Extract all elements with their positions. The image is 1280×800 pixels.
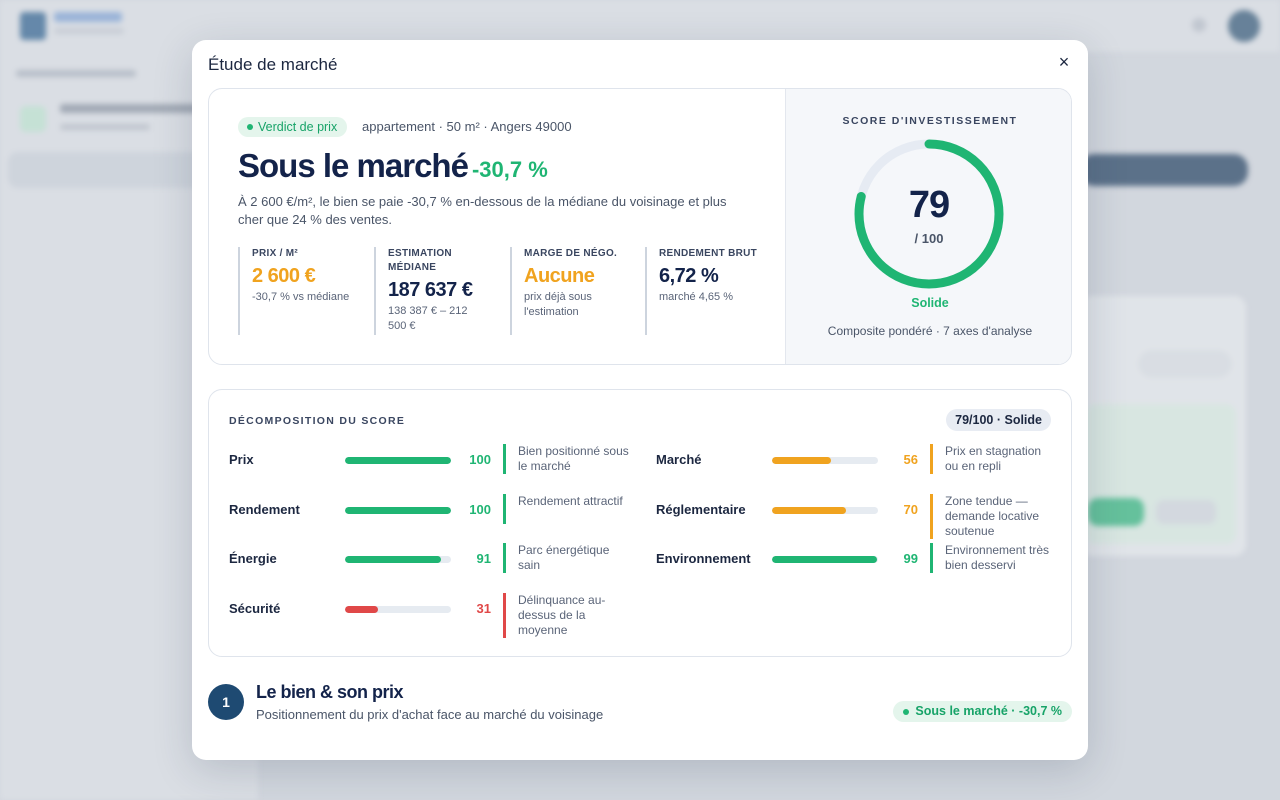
sidebar-all-projects-button [8,152,208,188]
metric-value: 2 600 € [252,265,316,287]
modal-title: Étude de marché [208,55,338,74]
score-gauge [854,139,1004,289]
score-row-right-2: Environnement 99 Environnement très bien d… [656,539,1056,579]
score-row-note: Bien positionné sous le marché [503,444,629,474]
close-icon[interactable]: × [1058,52,1070,72]
score-row-bar-track [345,507,451,514]
section-status-badge: Sous le marché · -30,7 % [893,701,1072,722]
background-pdf-button [1156,500,1216,524]
metric-value: 6,72 % [659,265,719,287]
section-step-number: 1 [208,684,244,720]
score-row-value: 100 [469,502,491,517]
metric-label: Prix / m² [252,248,299,259]
metric-value: Aucune [524,265,595,287]
sidebar-project-icon [20,106,46,132]
score-row-value: 100 [469,452,491,467]
sidebar-title [16,70,136,77]
metric-negotiation-margin: Marge de négo. Aucune prix déjà sous l'e… [510,247,638,335]
investment-score-panel: SCORE D'INVESTISSEMENT 79 / 100 Solide C… [785,89,1071,364]
sidebar-project-meta [60,124,150,130]
app-logo-subtext [54,28,124,34]
score-row-bar-fill [772,556,877,563]
metric-price-per-m2: Prix / m² 2 600 € -30,7 % vs médiane [238,247,366,335]
score-row-bar-track [772,556,878,563]
score-row-bar-fill [345,606,378,613]
score-max: / 100 [914,231,944,246]
score-row-bar-fill [345,457,451,464]
metric-sub: -30,7 % vs médiane [252,291,350,303]
score-row-bar-track [345,606,451,613]
verdict-card: Verdict de prix appartement · 50 m² · An… [208,88,1072,365]
metric-gross-yield: Rendement brut 6,72 % marché 4,65 % [645,247,773,335]
verdict-headline: Sous le marché -30,7 % [238,147,548,185]
score-row-label: Énergie [229,551,277,566]
score-row-bar-track [345,556,451,563]
background-card-pill [1138,350,1232,378]
score-row-left-2: Énergie 91 Parc énergétique sain [229,539,629,579]
score-breakdown-card: DÉCOMPOSITION DU SCORE 79/100 · Solide P… [208,389,1072,657]
market-study-modal: Étude de marché × Verdict de prix appart… [192,40,1088,760]
score-row-bar-track [772,457,878,464]
verdict-explanation: À 2 600 €/m², le bien se paie -30,7 % en… [238,194,727,227]
app-logo [20,12,46,40]
score-row-label: Rendement [229,502,300,517]
score-row-value: 99 [903,551,918,566]
score-row-bar-fill [772,457,832,464]
score-row-label: Sécurité [229,601,281,616]
score-row-bar-track [345,457,451,464]
score-row-label: Marché [656,452,702,467]
score-row-value: 91 [476,551,491,566]
score-row-left-3: Sécurité 31 Délinquance au-dessus de la mo… [229,589,629,638]
score-row-bar-fill [345,556,442,563]
metric-median-estimate: Estimation médiane 187 637 € 138 387 € –… [374,247,502,335]
sidebar-project-title [60,104,200,113]
score-row-value: 31 [476,601,491,616]
score-row-bar-track [772,507,878,514]
background-card-button [1088,498,1144,526]
metric-label: Estimation médiane [388,248,452,273]
score-row-label: Réglementaire [656,502,746,517]
score-rating: Solide [911,296,949,310]
metric-sub: marché 4,65 % [659,291,733,303]
app-logo-text [54,12,122,22]
verdict-headline-text: Sous le marché [238,147,469,184]
new-project-button [1080,154,1248,186]
score-value: 79 [908,184,950,226]
gauge-fill [854,139,1004,289]
metric-label: Rendement brut [659,248,758,259]
score-row-value: 56 [903,452,918,467]
property-description: appartement · 50 m² · Angers 49000 [362,119,572,134]
score-row-note: Rendement attractif [503,494,629,524]
verdict-summary: Verdict de prix appartement · 50 m² · An… [209,89,785,364]
score-footnote: Composite pondéré · 7 axes d'analyse [827,324,1033,338]
score-row-note: Parc énergétique sain [503,543,629,573]
score-row-note: Délinquance au-dessus de la moyenne [503,593,629,638]
score-row-note: Prix en stagnation ou en repli [930,444,1056,474]
score-row-note: Environnement très bien desservi [930,543,1056,573]
breakdown-badge: 79/100 · Solide [946,409,1051,431]
breakdown-title: DÉCOMPOSITION DU SCORE [229,415,406,427]
section-subtitle: Positionnement du prix d'achat face au m… [256,707,604,722]
section-title: Le bien & son prix [256,682,404,702]
notification-icon [1192,18,1206,32]
metric-value: 187 637 € [388,279,473,301]
verdict-badge: Verdict de prix [238,117,348,137]
metric-sub: 138 387 € – 212 500 € [388,305,468,332]
score-row-label: Prix [229,452,254,467]
score-row-left-1: Rendement 100 Rendement attractif [229,490,629,530]
score-row-value: 70 [903,502,918,517]
metric-label: Marge de négo. [524,248,618,259]
score-title: SCORE D'INVESTISSEMENT [842,115,1018,127]
score-row-right-0: Marché 56 Prix en stagnation ou en repli [656,440,1056,480]
score-row-bar-fill [345,507,451,514]
avatar [1228,10,1260,42]
score-row-note: Zone tendue — demande locative soutenue [930,494,1056,539]
score-row-right-1: Réglementaire 70 Zone tendue — demande loc… [656,490,1056,539]
score-row-label: Environnement [656,551,751,566]
verdict-delta: -30,7 % [471,157,548,182]
metric-sub: prix déjà sous l'estimation [524,291,592,318]
score-row-left-0: Prix 100 Bien positionné sous le marché [229,440,629,480]
score-row-bar-fill [772,507,847,514]
